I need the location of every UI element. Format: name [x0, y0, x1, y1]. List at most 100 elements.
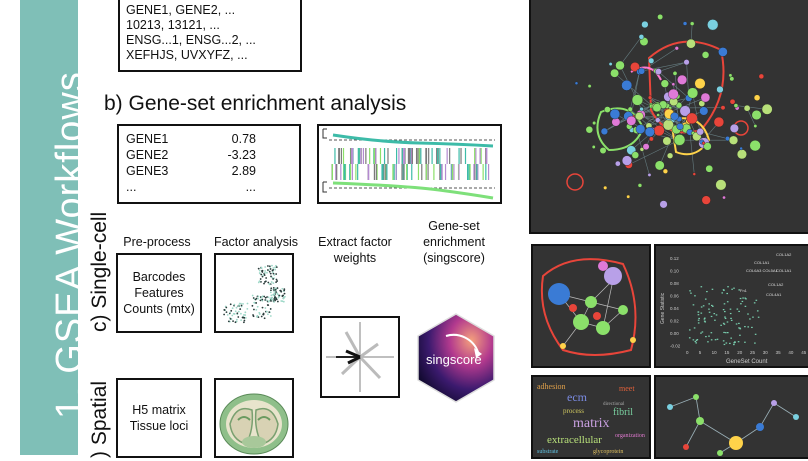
embedding-point [230, 318, 232, 320]
factor-embedding-plot [216, 255, 292, 331]
network-node [693, 173, 696, 176]
word-cloud-word: ecm [567, 390, 588, 404]
embedding-point [259, 270, 261, 272]
embedding-point [226, 311, 228, 313]
scatter-xlabel: GeneSet Count [726, 359, 768, 365]
network-node [635, 112, 643, 120]
network-node [686, 113, 697, 124]
scatter-point [698, 322, 700, 323]
embedding-point [264, 270, 266, 272]
embedding-point [242, 303, 244, 305]
embedding-point [233, 304, 235, 306]
embedding-point [268, 311, 270, 313]
network-node [628, 107, 633, 112]
embedding-point [272, 271, 274, 273]
network-node [649, 137, 653, 141]
gene-value: ... [214, 180, 256, 195]
scatter-point [695, 341, 697, 342]
embedding-point [273, 274, 275, 276]
embedding-point [270, 294, 272, 296]
embedding-point [229, 312, 231, 314]
sidebar-title: 1. GSEA Workflows [49, 71, 92, 455]
network-node [648, 173, 651, 176]
network-node [660, 201, 668, 209]
scatter-point [695, 342, 697, 343]
embedding-point [261, 316, 263, 318]
scatter-point [751, 327, 753, 328]
scatter-point [696, 340, 698, 341]
scatter-point [757, 310, 759, 311]
section-label-single-cell: c) Single-cell [88, 212, 112, 332]
embedding-point [258, 268, 260, 270]
embedding-point [240, 313, 242, 315]
word-cloud-word: fibril [613, 407, 633, 418]
network-node [615, 61, 624, 70]
embedding-point [266, 311, 268, 313]
embedding-point [270, 273, 272, 275]
scatter-point [690, 293, 692, 294]
embedding-point [259, 313, 261, 315]
embedding-point [278, 295, 280, 297]
embedding-point [270, 276, 272, 278]
embedding-point [238, 311, 240, 313]
scatter-point [725, 318, 727, 319]
network-node [672, 83, 675, 86]
scatter-point [744, 342, 746, 343]
scatter-point-label: COL1A2 [776, 252, 792, 257]
embedding-point [230, 303, 232, 305]
scatter-point [689, 290, 691, 291]
embedding-point [272, 267, 274, 269]
network-node [675, 46, 679, 50]
network-node [697, 128, 704, 135]
scatter-point [701, 313, 703, 314]
scatter-point [733, 344, 735, 345]
embedding-point [282, 294, 284, 296]
embedding-point [263, 296, 265, 298]
scatter-point [756, 300, 758, 301]
column-extract-line: Extract factor [310, 234, 400, 250]
embedding-point [259, 280, 261, 282]
network-node [754, 95, 760, 101]
network-node [648, 96, 652, 100]
embedding-point [239, 308, 241, 310]
scatter-point [749, 318, 751, 319]
embedding-point [275, 289, 277, 291]
embedding-point [267, 313, 269, 315]
network-node [716, 180, 727, 191]
scatter-point [742, 297, 744, 298]
scatter-point [698, 320, 700, 321]
network-node [699, 107, 708, 116]
embedding-point [271, 297, 273, 299]
embedding-point [262, 270, 264, 272]
network-node [640, 107, 644, 111]
embedding-point [273, 289, 275, 291]
embedding-point [230, 310, 232, 312]
embedding-point [273, 292, 275, 294]
word-cloud-word: adhesion [537, 382, 565, 391]
enrichment-barcode-plot [319, 126, 500, 202]
scatter-ylabel: Gene Statistic [660, 292, 666, 324]
scatter-point [729, 343, 731, 344]
scatter-x-tick: 35 [776, 350, 782, 355]
network-node [734, 103, 738, 107]
scatter-point [745, 306, 747, 307]
network-node [622, 80, 632, 90]
network-node [687, 88, 698, 99]
network-panel-tiny [654, 375, 808, 459]
enrichment-plot-box [317, 124, 502, 204]
network-node [657, 14, 662, 19]
embedding-point [275, 287, 277, 289]
network-node [737, 149, 747, 159]
word-cloud-word: organization [615, 433, 645, 439]
gene-set-network-large [531, 0, 808, 232]
scatter-point [727, 286, 729, 287]
scatter-point [724, 311, 726, 312]
scatter-point-label: COL1A1 [776, 268, 792, 273]
scatter-point [693, 304, 695, 305]
scatter-point [723, 309, 725, 310]
network-node [673, 71, 677, 75]
tissue-section-box [214, 378, 294, 458]
embedding-point [264, 272, 266, 274]
barcode-lower [332, 164, 488, 180]
network-node [677, 123, 684, 130]
